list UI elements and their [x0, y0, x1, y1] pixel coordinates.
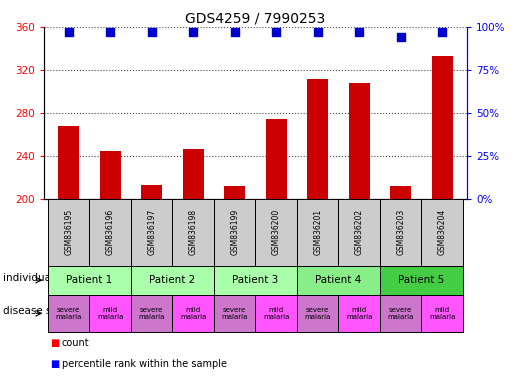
Bar	[100, 151, 121, 384]
Bar	[349, 83, 370, 384]
Point	[189, 29, 197, 35]
Title: GDS4259 / 7990253: GDS4259 / 7990253	[185, 12, 325, 26]
Text: individual: individual	[3, 273, 54, 283]
Text: GSM836201: GSM836201	[313, 209, 322, 255]
Point	[438, 29, 447, 35]
Text: mild
malaria: mild malaria	[180, 307, 207, 320]
Text: Patient 2: Patient 2	[149, 275, 196, 285]
Text: disease state: disease state	[3, 306, 72, 316]
Text: GSM836196: GSM836196	[106, 209, 115, 255]
Point	[148, 29, 156, 35]
Text: Patient 1: Patient 1	[66, 275, 113, 285]
Point	[355, 29, 363, 35]
Bar	[390, 185, 411, 384]
Text: Patient 4: Patient 4	[315, 275, 362, 285]
Text: severe
malaria: severe malaria	[139, 307, 165, 320]
Text: count: count	[62, 338, 90, 348]
Bar	[266, 119, 286, 384]
Bar	[183, 149, 203, 384]
Text: GSM836197: GSM836197	[147, 209, 156, 255]
Point	[272, 29, 280, 35]
Point	[231, 29, 239, 35]
Bar	[307, 79, 328, 384]
Text: Patient 5: Patient 5	[398, 275, 444, 285]
Bar	[141, 185, 162, 384]
Bar	[225, 185, 245, 384]
Text: GSM836199: GSM836199	[230, 209, 239, 255]
Text: severe
malaria: severe malaria	[56, 307, 82, 320]
Text: percentile rank within the sample: percentile rank within the sample	[62, 359, 227, 369]
Text: severe
malaria: severe malaria	[387, 307, 414, 320]
Text: GSM836200: GSM836200	[272, 209, 281, 255]
Bar	[58, 126, 79, 384]
Text: GSM836203: GSM836203	[396, 209, 405, 255]
Text: mild
malaria: mild malaria	[97, 307, 124, 320]
Point	[314, 29, 322, 35]
Text: Patient 3: Patient 3	[232, 275, 279, 285]
Text: ■: ■	[50, 359, 60, 369]
Text: GSM836198: GSM836198	[188, 209, 198, 255]
Point	[106, 29, 114, 35]
Text: severe
malaria: severe malaria	[221, 307, 248, 320]
Text: GSM836202: GSM836202	[355, 209, 364, 255]
Bar	[432, 56, 453, 384]
Text: mild
malaria: mild malaria	[346, 307, 372, 320]
Text: mild
malaria: mild malaria	[429, 307, 455, 320]
Text: GSM836204: GSM836204	[438, 209, 447, 255]
Point	[64, 29, 73, 35]
Text: severe
malaria: severe malaria	[304, 307, 331, 320]
Point	[397, 34, 405, 40]
Text: mild
malaria: mild malaria	[263, 307, 289, 320]
Text: ■: ■	[50, 338, 60, 348]
Text: GSM836195: GSM836195	[64, 209, 73, 255]
